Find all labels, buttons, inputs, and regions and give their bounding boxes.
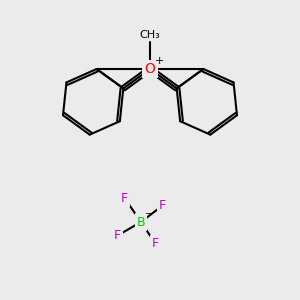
Text: −: − [145,209,153,219]
Text: F: F [114,229,121,242]
Text: O: O [145,62,155,76]
Text: F: F [159,199,166,212]
Text: B: B [137,215,145,229]
Text: +: + [155,56,164,67]
Text: F: F [152,237,159,250]
Text: F: F [121,191,128,205]
Text: CH₃: CH₃ [140,31,160,40]
